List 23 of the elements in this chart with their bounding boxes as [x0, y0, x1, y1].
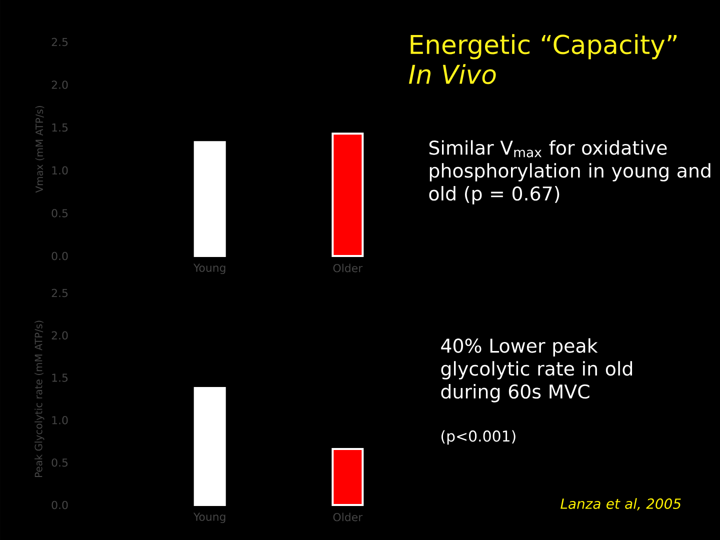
y-tick-label: 2.0 [52, 80, 68, 89]
y-tick-label: 0.0 [52, 252, 68, 260]
x-tick-label: Young [193, 264, 226, 274]
text: 40% Lower peak glycolytic rate in old during 60s MVC [441, 338, 632, 402]
y-tick-label: 0.0 [52, 500, 68, 510]
y-tick-label: 2.0 [52, 331, 68, 340]
y-tick-label: 0.5 [52, 209, 68, 218]
y-axis-title: Vmax (mM ATP/s) [35, 106, 44, 193]
y-tick-label: 1.5 [52, 124, 68, 132]
text: Energetic “Capacity” In Vivo [408, 34, 677, 84]
y-tick-label: 2.5 [52, 38, 68, 46]
y-tick-label: 1.5 [52, 374, 68, 382]
text: Similar V$_{max}$ for oxidative phosphorylation in young and old (p = 0.67) [429, 140, 710, 204]
y-axis-title: Peak Glycolytic rate (mM ATP/s) [34, 320, 44, 478]
text: (p<0.001) [441, 430, 516, 445]
text: Lanza et al, 2005 [560, 498, 681, 510]
y-tick-label: 2.5 [52, 288, 68, 298]
y-tick-label: 1.0 [52, 166, 68, 175]
x-tick-label: Older [333, 264, 363, 272]
y-tick-label: 0.5 [52, 458, 68, 467]
y-tick-label: 1.0 [52, 416, 68, 424]
x-tick-label: Older [333, 512, 363, 522]
x-tick-label: Young [193, 512, 226, 524]
